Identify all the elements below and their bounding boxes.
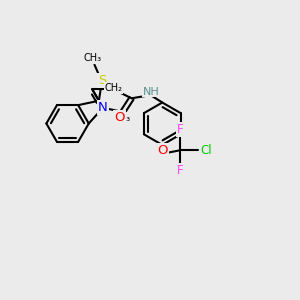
Text: N: N bbox=[98, 101, 108, 114]
Text: F: F bbox=[177, 164, 184, 177]
Text: Cl: Cl bbox=[200, 144, 212, 157]
Text: CH₃: CH₃ bbox=[113, 113, 131, 123]
Text: NH: NH bbox=[143, 87, 160, 97]
Text: O: O bbox=[115, 111, 125, 124]
Text: CH₂: CH₂ bbox=[104, 83, 122, 93]
Text: F: F bbox=[177, 123, 184, 136]
Text: S: S bbox=[98, 74, 106, 87]
Text: CH₃: CH₃ bbox=[84, 53, 102, 63]
Text: O: O bbox=[157, 144, 168, 157]
